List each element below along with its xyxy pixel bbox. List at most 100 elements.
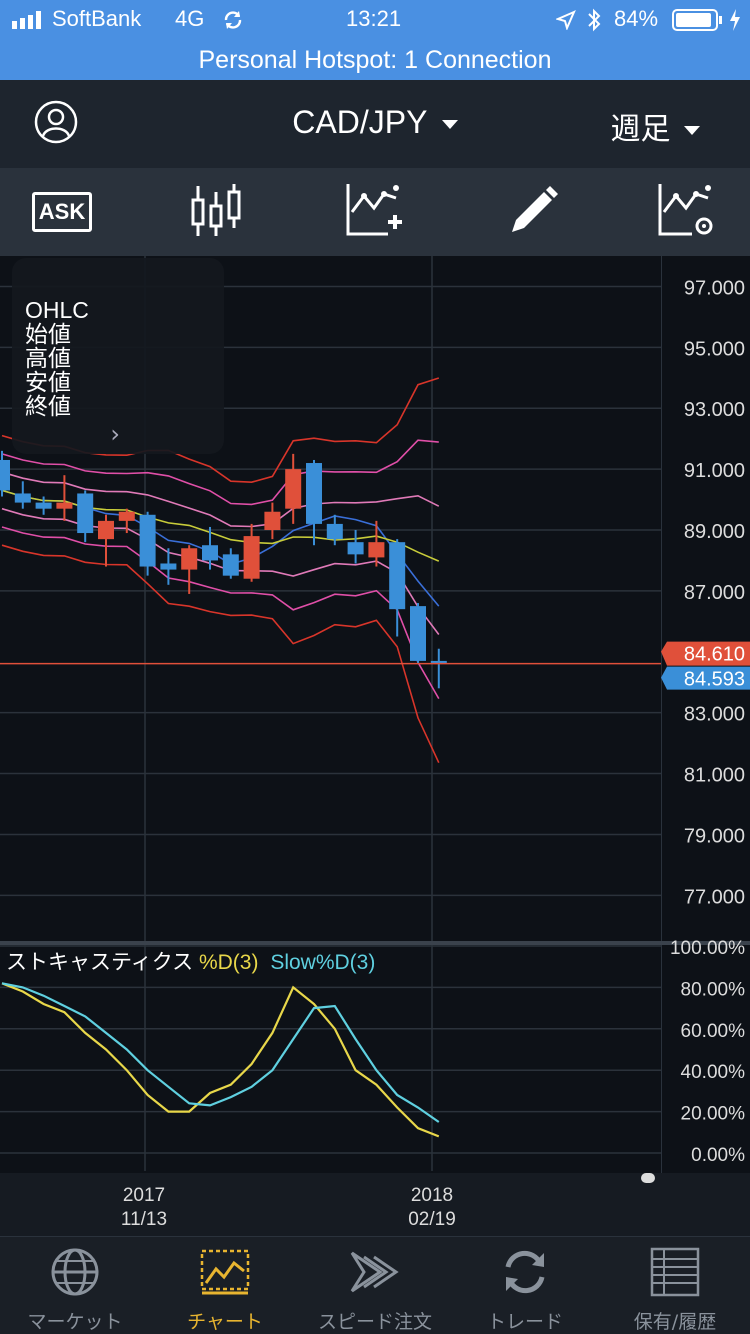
price-tick-label: 89.000 <box>684 521 745 543</box>
candle-body <box>306 463 322 524</box>
candle-body <box>139 514 156 567</box>
tab-trade[interactable]: トレード <box>450 1237 600 1334</box>
location-icon <box>556 10 576 30</box>
price-tick-label: 91.000 <box>684 460 745 482</box>
candle-body <box>14 493 31 503</box>
price-chart[interactable]: 97.000 95.000 93.000 91.000 89.000 87.000 83.0… <box>0 256 750 1236</box>
ohlc-panel[interactable]: OHLC 始値 高値 安値 終値 › <box>12 258 224 454</box>
sync-icon <box>224 11 242 29</box>
tab-market[interactable]: マーケット <box>0 1237 150 1334</box>
drawing-tool-button[interactable] <box>504 182 568 242</box>
candle-body <box>98 520 114 540</box>
date-label-2: 2018 02/19 <box>392 1184 472 1232</box>
tab-speed-order[interactable]: スピード注文 <box>300 1237 450 1334</box>
candle-body <box>160 563 177 570</box>
status-bar: SoftBank 4G 13:21 84% <box>0 0 750 40</box>
date-axis-strip <box>0 1173 750 1236</box>
date-label-1-date: 11/13 <box>120 1209 168 1230</box>
ohlc-low-label: 安値 <box>25 369 71 395</box>
stochastic-d-label: %D(3) <box>198 951 259 974</box>
ask-price-tag <box>661 666 750 690</box>
candle-body <box>0 459 10 491</box>
ask-bid-toggle-button[interactable]: ASK <box>30 182 94 242</box>
hotspot-banner[interactable]: Personal Hotspot: 1 Connection <box>0 40 750 80</box>
period-selector[interactable]: 週足 <box>610 104 700 148</box>
stochastic-tick-label: 20.00% <box>681 1104 746 1125</box>
tab-bar: マーケット チャート スピード注文 トレード <box>0 1236 750 1334</box>
stochastic-slow-line <box>1 982 440 1123</box>
stochastic-slow-label: Slow%D(3) <box>270 951 376 974</box>
ohlc-high-label: 高値 <box>25 345 71 371</box>
stochastic-tick-label: 0.00% <box>691 1145 745 1166</box>
chevron-down-icon <box>441 120 458 130</box>
scroll-indicator[interactable] <box>641 1173 655 1183</box>
price-tick-label: 83.000 <box>684 704 745 726</box>
currency-pair-label: CAD/JPY <box>292 104 427 140</box>
stochastic-tick-label: 60.00% <box>681 1021 746 1042</box>
ohlc-close-label: 終値 <box>25 393 71 419</box>
price-tick-label: 79.000 <box>684 825 745 847</box>
chart-header: CAD/JPY 週足 <box>0 80 750 168</box>
candle-body <box>222 554 239 576</box>
tab-market-label: マーケット <box>27 1311 123 1333</box>
add-indicator-button[interactable] <box>344 182 408 242</box>
band-3sigma-line <box>1 544 440 764</box>
period-label: 週足 <box>610 112 671 147</box>
candlestick-type-icon <box>191 184 241 236</box>
candle-body <box>181 548 198 570</box>
carrier-label: SoftBank <box>52 6 142 31</box>
signal-bars-icon <box>12 11 41 29</box>
chevron-right-icon[interactable]: › <box>110 420 120 448</box>
stochastic-tick-label: 100.00% <box>670 938 745 959</box>
candle-body <box>56 502 73 509</box>
candle-body <box>243 536 260 579</box>
candle-body <box>202 545 218 561</box>
stochastic-tick-label: 80.00% <box>681 979 746 1000</box>
clock: 13:21 <box>346 6 402 31</box>
candle-body <box>410 606 426 661</box>
trade-exchange-icon <box>505 1250 545 1294</box>
panel-separator <box>0 941 750 945</box>
battery-icon <box>672 9 722 31</box>
currency-pair-selector[interactable]: CAD/JPY <box>0 104 750 141</box>
account-icon[interactable] <box>34 100 78 144</box>
tab-chart-label: チャート <box>187 1311 263 1333</box>
price-tick-label: 93.000 <box>684 399 745 421</box>
band-1sigma-line <box>1 471 440 528</box>
price-tick-label: 81.000 <box>684 765 745 787</box>
drawing-pencil-icon <box>512 186 558 232</box>
chart-area[interactable]: 97.000 95.000 93.000 91.000 89.000 87.000 83.0… <box>0 256 750 1236</box>
candlestick-type-button[interactable] <box>186 182 250 242</box>
price-tick-label: 87.000 <box>684 582 745 604</box>
charging-bolt-icon <box>730 9 740 31</box>
tab-trade-label: トレード <box>486 1311 563 1333</box>
candle-body <box>347 542 364 555</box>
date-label-1: 2017 11/13 <box>104 1184 184 1232</box>
candle-body <box>35 502 52 509</box>
bluetooth-icon <box>588 8 601 32</box>
stochastic-name: ストキャスティクス <box>6 951 194 974</box>
price-tick-label: 95.000 <box>684 338 745 360</box>
chevron-down-icon <box>684 126 700 135</box>
ohlc-open-label: 始値 <box>25 321 71 347</box>
ohlc-title: OHLC <box>25 297 89 323</box>
tab-speed-order-label: スピード注文 <box>317 1311 432 1333</box>
chart-icon <box>200 1249 250 1295</box>
indicator-settings-icon <box>658 184 713 236</box>
stochastic-d-line <box>1 982 440 1138</box>
network-label: 4G <box>175 6 205 31</box>
date-label-1-year: 2017 <box>122 1185 166 1206</box>
ask-label: ASK <box>32 192 92 232</box>
add-indicator-icon <box>346 184 402 236</box>
stochastic-legend: ストキャスティクス %D(3) Slow%D(3) <box>6 946 375 976</box>
list-icon <box>650 1247 700 1297</box>
indicator-settings-button[interactable] <box>656 182 720 242</box>
candle-body <box>430 660 447 664</box>
candle-body <box>368 542 385 558</box>
tab-holdings-history[interactable]: 保有/履歴 <box>600 1237 750 1334</box>
battery-percent: 84% <box>614 6 659 31</box>
tab-chart[interactable]: チャート <box>150 1237 300 1334</box>
candle-body <box>285 469 302 509</box>
band-2sigma-line <box>1 526 440 699</box>
band-1sigma-line <box>1 507 440 635</box>
